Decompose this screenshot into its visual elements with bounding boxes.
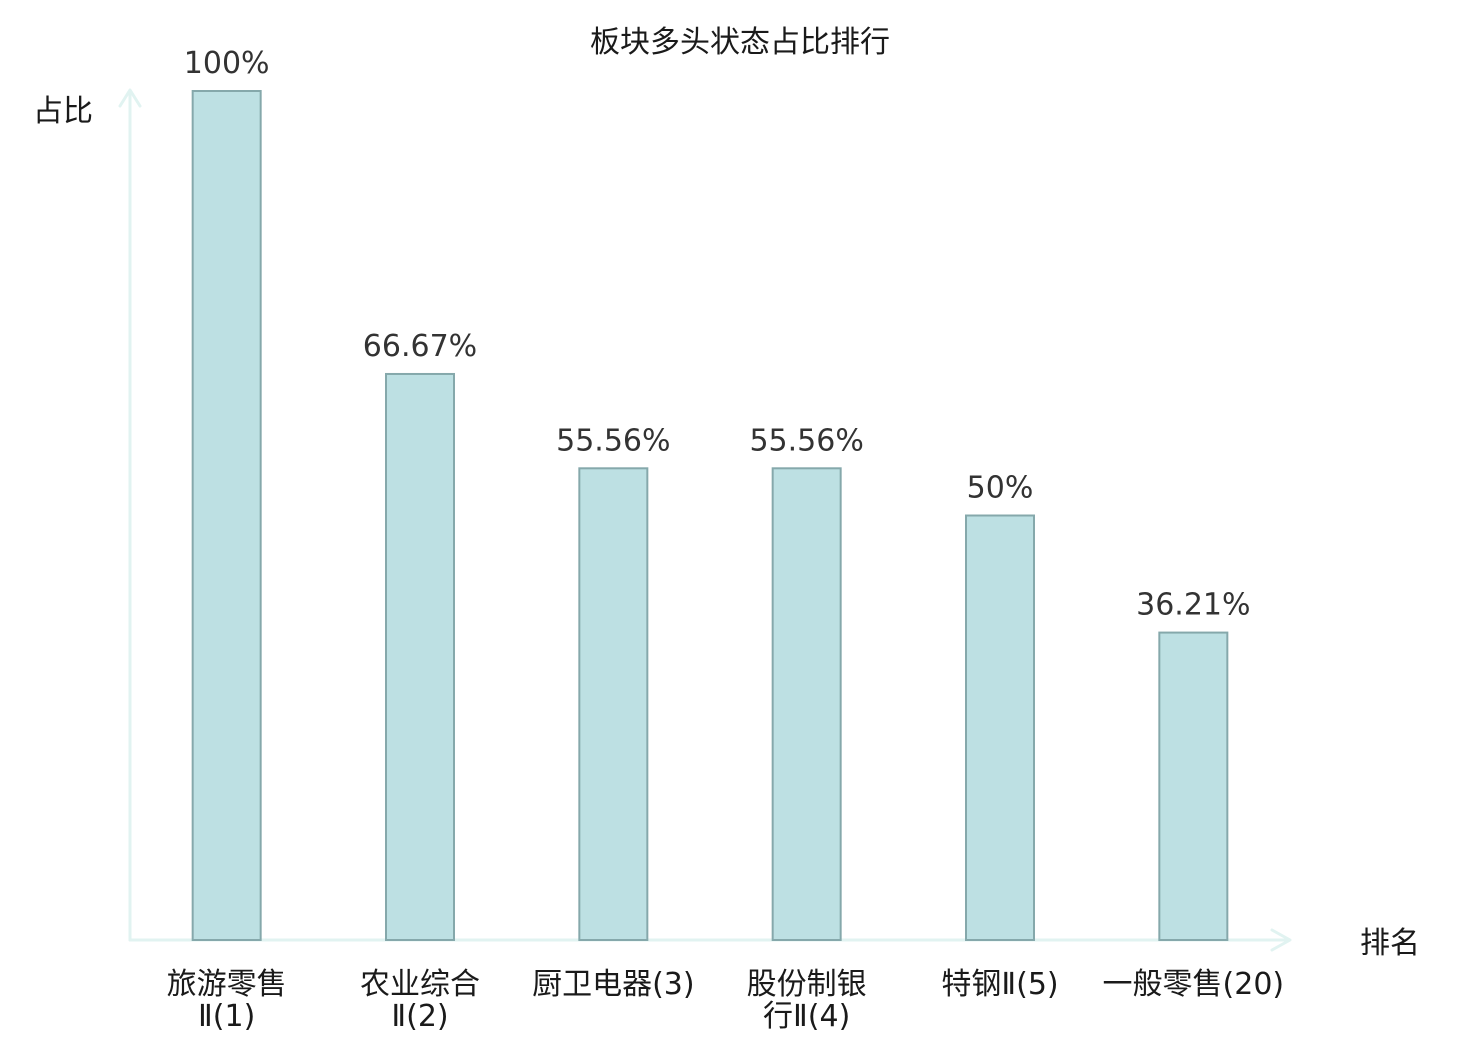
category-label-6: 一般零售(20) (1103, 967, 1285, 1002)
category-label-5: 特钢Ⅱ(5) (941, 967, 1058, 1002)
category-label-4-line-2: 行Ⅱ(4) (763, 999, 850, 1034)
bar-4 (771, 467, 842, 941)
y-axis-title: 占比 (33, 94, 93, 129)
bars-group (191, 90, 1229, 942)
bar-3 (578, 467, 649, 941)
y-axis-arrowhead (118, 88, 142, 108)
value-label-2: 66.67% (363, 329, 477, 364)
category-label-2-line-1: 农业综合 (360, 967, 480, 1002)
category-label-1-line-1: 旅游零售 (167, 967, 287, 1002)
bar-6 (1158, 631, 1229, 941)
value-label-3: 55.56% (556, 423, 670, 458)
category-label-1-line-2: Ⅱ(1) (198, 999, 255, 1034)
x-axis-title: 排名 (1360, 926, 1420, 961)
bar-5 (965, 514, 1035, 941)
category-label-3: 厨卫电器(3) (532, 967, 695, 1002)
value-label-5: 50% (967, 471, 1034, 506)
chart-title: 板块多头状态占比排行 (590, 25, 890, 60)
value-label-4: 55.56% (749, 423, 863, 458)
bar-1 (191, 90, 262, 941)
category-label-4-line-1: 股份制银 (747, 967, 867, 1002)
value-labels-group: 100% 66.67% 55.56% 55.56% 50% 36.21% (184, 46, 1251, 623)
bar-2 (385, 372, 455, 942)
value-label-1: 100% (184, 46, 270, 81)
x-axis-arrowhead (1270, 928, 1292, 952)
category-label-2-line-2: Ⅱ(2) (391, 999, 448, 1034)
value-label-6: 36.21% (1136, 588, 1250, 623)
